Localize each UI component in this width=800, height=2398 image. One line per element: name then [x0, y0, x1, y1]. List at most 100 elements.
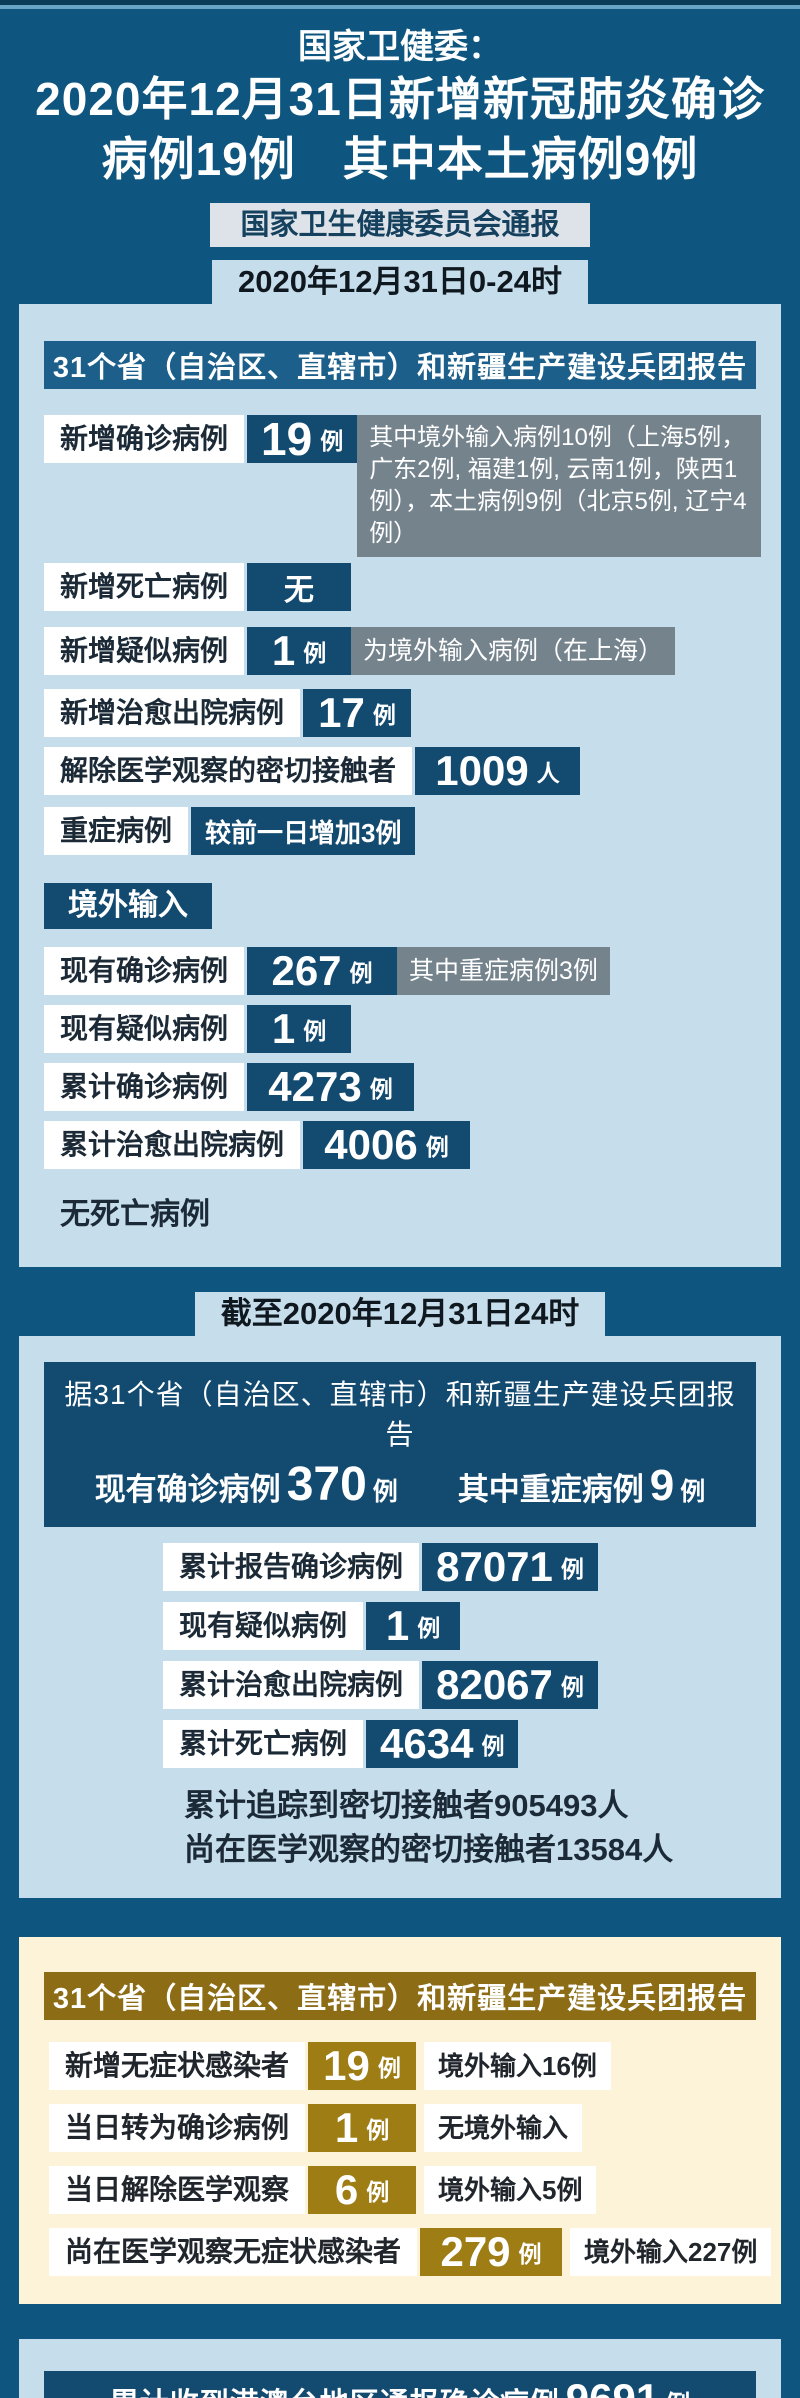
- row-note: 境外输入16例: [424, 2042, 611, 2090]
- value-unit: 人: [536, 760, 560, 786]
- row-value: 1 例: [366, 1602, 461, 1650]
- value-unit: 例: [518, 2241, 542, 2267]
- row-asym-released: 当日解除医学观察 6 例 境外输入5例: [49, 2166, 781, 2214]
- gat-panel: 累计收到港澳台地区通报确诊病例 9691 例 香港特别行政区 8846 例 出院…: [19, 2339, 781, 2398]
- value-text: 无: [284, 574, 315, 607]
- row-value: 19 例: [247, 415, 358, 463]
- note-traced: 累计追踪到密切接触者905493人: [184, 1788, 629, 1823]
- row-label: 新增死亡病例: [44, 563, 245, 611]
- summary-active-value: 370: [286, 1458, 367, 1511]
- row-label: 重症病例: [44, 807, 189, 855]
- row-label: 现有疑似病例: [163, 1602, 364, 1650]
- value-unit: 例: [425, 1134, 449, 1160]
- row-label: 新增无症状感染者: [49, 2042, 306, 2090]
- row-label: 当日解除医学观察: [49, 2166, 306, 2214]
- row-asym-observed: 尚在医学观察无症状感染者 279 例 境外输入227例: [49, 2228, 781, 2276]
- row-note: 为境外输入病例（在上海）: [351, 627, 676, 675]
- row-label: 新增治愈出院病例: [44, 689, 301, 737]
- row-cumulative-deaths: 累计死亡病例 4634 例: [163, 1720, 781, 1768]
- row-current-suspected: 现有疑似病例 1 例: [163, 1602, 781, 1650]
- row-value: 6 例: [308, 2166, 417, 2214]
- row-new-suspected: 新增疑似病例 1 例 为境外输入病例（在上海）: [44, 627, 781, 675]
- value-unit: 例: [366, 2117, 390, 2143]
- row-value: 19 例: [308, 2042, 417, 2090]
- row-imported-total-confirmed: 累计确诊病例 4273 例: [44, 1063, 781, 1111]
- gat-header-bar: 累计收到港澳台地区通报确诊病例 9691 例: [44, 2371, 756, 2398]
- row-note: 境外输入5例: [424, 2166, 597, 2214]
- row-new-cured: 新增治愈出院病例 17 例: [44, 689, 781, 737]
- value-number: 267: [271, 947, 342, 994]
- row-value: 82067 例: [422, 1661, 599, 1709]
- row-label: 累计治愈出院病例: [163, 1661, 420, 1709]
- row-new-deaths: 新增死亡病例 无: [44, 563, 781, 611]
- value-number: 1: [271, 1005, 296, 1052]
- row-value: 267 例: [247, 947, 398, 995]
- value-unit: 例: [369, 1076, 393, 1102]
- row-value: 无: [247, 563, 352, 611]
- row-label: 现有确诊病例: [44, 947, 245, 995]
- value-number: 87071: [436, 1543, 553, 1590]
- asymptomatic-panel: 31个省（自治区、直辖市）和新疆生产建设兵团报告 新增无症状感染者 19 例 境…: [19, 1937, 781, 2304]
- row-label: 新增疑似病例: [44, 627, 245, 675]
- value-number: 17: [318, 689, 365, 736]
- row-label: 解除医学观察的密切接触者: [44, 747, 413, 795]
- value-unit: 例: [481, 1733, 505, 1759]
- value-number: 279: [440, 2228, 511, 2275]
- header-kicker: 国家卫健委：: [298, 28, 502, 66]
- value-number: 6: [334, 2166, 359, 2213]
- row-value: 1 例: [247, 1005, 352, 1053]
- row-label: 现有疑似病例: [44, 1005, 245, 1053]
- gat-header-text: 累计收到港澳台地区通报确诊病例: [110, 2376, 560, 2398]
- row-value: 1009 人: [415, 747, 581, 795]
- value-unit: 例: [303, 1018, 327, 1044]
- value-number: 4634: [380, 1720, 474, 1767]
- row-note: 其中重症病例3例: [397, 947, 610, 995]
- row-value: 17 例: [303, 689, 412, 737]
- summary-severe-unit: 例: [680, 1478, 706, 1506]
- imported-header: 境外输入: [44, 883, 212, 929]
- row-value: 1 例: [308, 2104, 417, 2152]
- imported-subsection: 境外输入: [19, 883, 781, 929]
- asymptomatic-report-bar: 31个省（自治区、直辖市）和新疆生产建设兵团报告: [44, 1972, 756, 2020]
- row-label: 累计报告确诊病例: [163, 1543, 420, 1591]
- summary-active-unit: 例: [372, 1478, 398, 1506]
- top-border-dark: [0, 0, 800, 5]
- row-value: 4006 例: [303, 1121, 471, 1169]
- row-value: 1 例: [247, 627, 352, 675]
- row-imported-suspected: 现有疑似病例 1 例: [44, 1005, 781, 1053]
- summary-active-label: 现有确诊病例: [94, 1472, 281, 1507]
- row-label: 尚在医学观察无症状感染者: [49, 2228, 418, 2276]
- row-asym-converted: 当日转为确诊病例 1 例 无境外输入: [49, 2104, 781, 2152]
- row-label: 累计死亡病例: [163, 1720, 364, 1768]
- row-label: 累计治愈出院病例: [44, 1121, 301, 1169]
- daily-banner: 2020年12月31日0-24时: [212, 260, 588, 304]
- summary-severe-label: 其中重症病例: [457, 1472, 644, 1507]
- value-unit: 例: [377, 2055, 401, 2081]
- row-total-reported: 累计报告确诊病例 87071 例: [163, 1543, 781, 1591]
- row-note: 其中境外输入病例10例（上海5例，广东2例, 福建1例, 云南1例，陕西1例），…: [357, 415, 762, 557]
- top-border-light: [0, 5, 800, 9]
- value-number: 82067: [436, 1661, 553, 1708]
- badge-wrap: 国家卫生健康委员会通报: [0, 203, 800, 247]
- imported-no-death: 无死亡病例: [60, 1198, 210, 1231]
- value-unit: 例: [417, 1615, 441, 1641]
- value-unit: 例: [366, 2179, 390, 2205]
- value-unit: 例: [560, 1556, 584, 1582]
- value-text: 较前一日增加3例: [205, 817, 402, 848]
- row-new-confirmed: 新增确诊病例 19 例 其中境外输入病例10例（上海5例，广东2例, 福建1例,…: [44, 415, 781, 557]
- gat-header-value: 9691: [566, 2371, 659, 2398]
- spacer: [0, 1898, 800, 1937]
- value-number: 19: [323, 2042, 370, 2089]
- row-note: 无境外输入: [424, 2104, 583, 2152]
- row-released-contacts: 解除医学观察的密切接触者 1009 人: [44, 747, 781, 795]
- source-badge: 国家卫生健康委员会通报: [210, 203, 590, 247]
- row-value: 较前一日增加3例: [191, 807, 416, 855]
- spacer: [0, 1267, 800, 1292]
- daily-report-bar: 31个省（自治区、直辖市）和新疆生产建设兵团报告: [44, 341, 756, 389]
- cumulative-banner-row: 截至2020年12月31日24时: [0, 1292, 800, 1336]
- header: 国家卫健委： 2020年12月31日新增新冠肺炎确诊 病例19例 其中本土病例9…: [0, 25, 800, 247]
- gat-header-unit: 例: [665, 2385, 690, 2398]
- cumulative-panel: 据31个省（自治区、直辖市）和新疆生产建设兵团报告 现有确诊病例 370 例 其…: [19, 1336, 781, 1898]
- cumulative-summary-box: 据31个省（自治区、直辖市）和新疆生产建设兵团报告 现有确诊病例 370 例 其…: [44, 1362, 756, 1527]
